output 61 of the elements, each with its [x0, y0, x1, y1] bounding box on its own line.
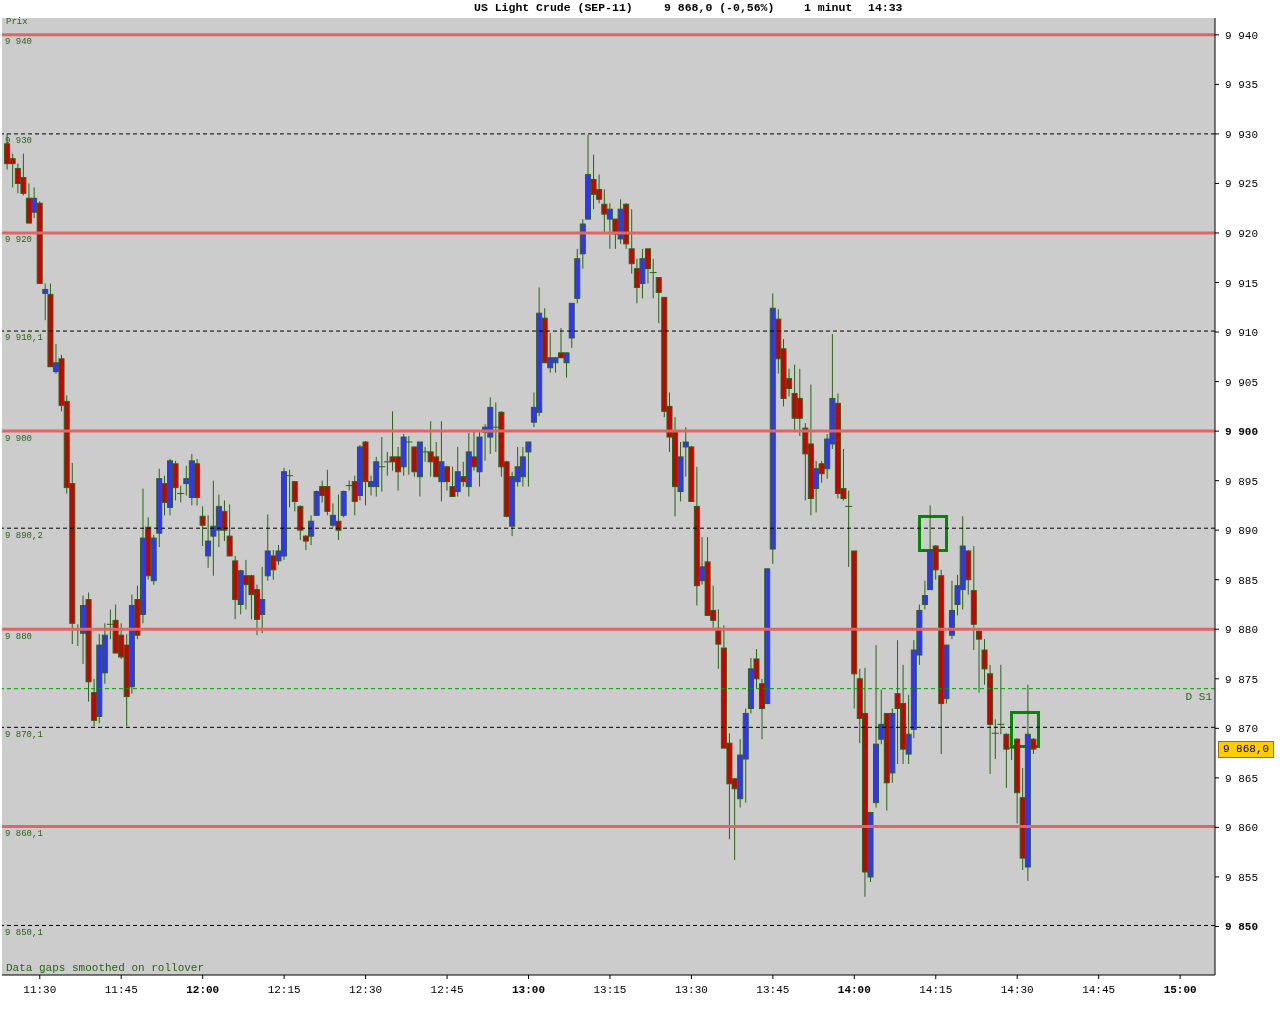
y-tick-label: 9 855 [1225, 871, 1259, 884]
ref-line-label: 9 900 [5, 433, 33, 444]
candlestick [649, 258, 658, 299]
y-tick-label: 9 920 [1225, 227, 1259, 240]
y-tick-label: 9 865 [1225, 772, 1259, 785]
chart-subtitle: 9 868,0 (-0,56%) [664, 1, 775, 14]
y-tick-label: 9 850 [1225, 921, 1259, 934]
y-tick-label: 9 905 [1225, 376, 1259, 389]
x-tick-label: 15:00 [1163, 984, 1197, 996]
y-tick-label: 9 875 [1225, 673, 1259, 686]
ref-line-label: 9 940 [5, 37, 33, 48]
ref-line-label: 9 860,1 [5, 828, 43, 839]
candlestick [297, 504, 304, 541]
candlestick [655, 277, 662, 324]
text: 14:33 [868, 1, 903, 14]
ref-line-label: 9 930 [5, 136, 33, 147]
x-tick-label: 12:00 [186, 984, 220, 996]
y-tick-label: 9 880 [1225, 624, 1259, 637]
y-tick-label: 9 910 [1225, 327, 1259, 340]
x-tick-label: 12:45 [430, 984, 464, 996]
y-tick-label: 9 935 [1225, 79, 1259, 92]
y-tick-label: 9 860 [1225, 822, 1259, 835]
x-tick-label: 14:45 [1082, 984, 1116, 996]
x-tick-label: 14:15 [919, 984, 953, 996]
candlestick [291, 481, 298, 512]
x-tick-label: 14:30 [1000, 984, 1034, 996]
chart-title: US Light Crude (SEP-11) [474, 1, 633, 14]
y-axis-title: Prix [6, 17, 28, 27]
y-tick-label: 9 915 [1225, 277, 1259, 290]
y-tick-label: 9 870 [1225, 723, 1259, 736]
ref-line-label: 9 850,1 [5, 927, 43, 938]
x-tick-label: 14:00 [837, 984, 871, 996]
y-tick-label: 9 940 [1225, 29, 1259, 42]
ref-line-label: 9 880 [5, 631, 33, 642]
candlestick [1003, 732, 1010, 789]
ref-line-label: 9 910,1 [5, 333, 43, 344]
annotation: Data gaps smoothed on rollover [6, 962, 205, 974]
ref-line-label: 9 870,1 [5, 729, 43, 740]
annotation: D S1 [1185, 690, 1213, 703]
text: 1 minut [804, 1, 853, 14]
candlestick [525, 441, 532, 488]
y-tick-label: 9 890 [1225, 525, 1259, 538]
text: 9 868,0 [1218, 741, 1274, 759]
x-tick-label: 11:45 [104, 984, 138, 996]
x-tick-label: 12:30 [349, 984, 383, 996]
ref-line-label: 9 890,2 [5, 530, 43, 541]
x-tick-label: 12:15 [267, 984, 301, 996]
x-tick-label: 13:30 [674, 984, 708, 996]
candlestick [377, 436, 386, 493]
x-tick-label: 13:00 [512, 984, 546, 996]
y-tick-label: 9 895 [1225, 475, 1259, 488]
y-tick-label: 9 900 [1225, 426, 1259, 439]
x-tick-label: 11:30 [23, 984, 57, 996]
candlestick [844, 490, 853, 568]
y-tick-label: 9 925 [1225, 178, 1259, 191]
x-tick-label: 13:45 [756, 984, 790, 996]
x-tick-label: 13:15 [593, 984, 627, 996]
y-tick-label: 9 885 [1225, 574, 1259, 587]
y-tick-label: 9 930 [1225, 128, 1259, 141]
ref-line-label: 9 920 [5, 235, 33, 246]
candlestick [340, 490, 347, 518]
